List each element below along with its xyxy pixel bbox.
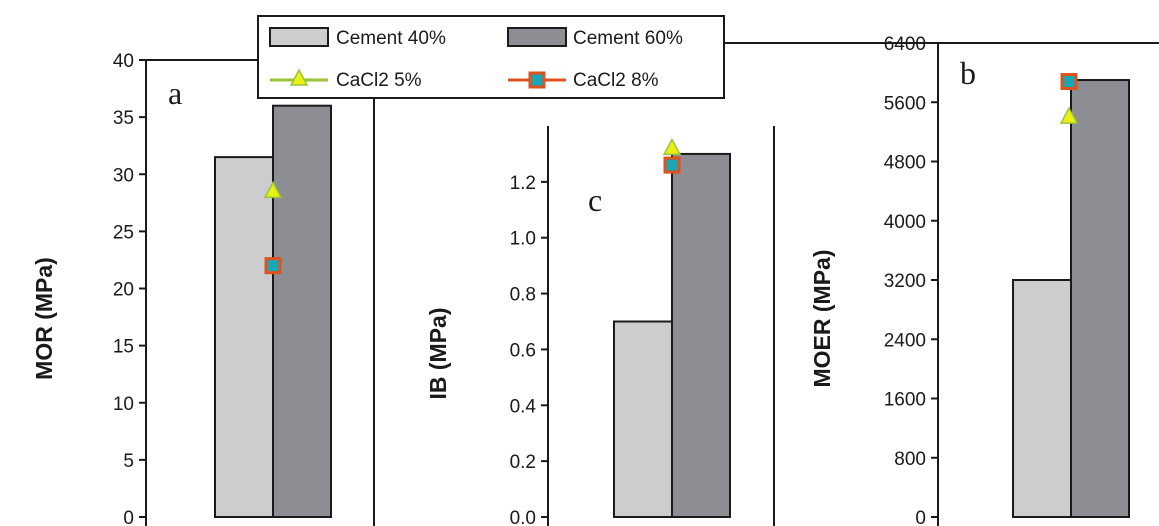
marker-cacl2-8-square [264, 257, 282, 275]
chart-panel-a: 0 5 10 15 20 25 30 35 40 MOR (MPa) a [31, 51, 375, 526]
chart-panel-b: 0 800 1600 2400 3200 4000 4800 5600 6400 MOER (MP… [724, 34, 1159, 526]
y-tick-label: 35 [113, 108, 134, 129]
y-tick-label: 1.2 [510, 173, 536, 194]
y-tick-label: 0.6 [510, 340, 536, 361]
bar-cement-60- [272, 104, 332, 518]
legend-square-icon [528, 71, 546, 89]
y-tick-label: 1.0 [510, 229, 536, 250]
y-tick-label: 0.4 [510, 396, 537, 417]
y-tick-label: 4800 [884, 153, 926, 174]
y-axis-title: MOER (MPa) [809, 250, 835, 388]
legend: Cement 40% Cement 60% CaCl2 5% CaCl2 8% [257, 15, 725, 99]
panel-letter: a [168, 75, 182, 111]
y-tick-label: 5 [123, 451, 134, 472]
y-tick-label: 1600 [884, 390, 926, 411]
bar-cement-60- [671, 152, 731, 519]
bar-cement-40- [214, 156, 274, 519]
y-tick-label: 0.8 [510, 285, 536, 306]
legend-swatch-cement-40 [269, 27, 329, 47]
legend-swatch-cement-60 [507, 27, 567, 47]
marker-cacl2-5-triangle [263, 180, 283, 199]
legend-label-cement-40: Cement 40% [336, 28, 446, 49]
y-tick-label: 5600 [884, 93, 926, 114]
legend-label-cacl2-8: CaCl2 8% [573, 70, 659, 91]
legend-label-cacl2-5: CaCl2 5% [336, 70, 422, 91]
marker-cacl2-5-triangle [662, 137, 682, 156]
bar-cement-40- [1012, 279, 1072, 518]
chart-panel-c: 0.0 0.2 0.4 0.6 0.8 1.0 1.2 IB (MPa) c [425, 126, 775, 526]
bar-cement-40- [613, 320, 673, 518]
marker-cacl2-5-triangle [1059, 106, 1079, 124]
bar-cement-60- [1070, 79, 1130, 518]
y-tick-label: 2400 [884, 330, 926, 351]
y-tick-label: 40 [113, 51, 134, 72]
y-tick-label: 30 [113, 165, 134, 186]
legend-label-cement-60: Cement 60% [573, 28, 683, 49]
y-tick-label: 6400 [884, 34, 926, 55]
marker-cacl2-8-square [663, 156, 681, 174]
y-tick-label: 800 [894, 449, 926, 470]
y-tick-label: 4000 [884, 212, 926, 233]
y-tick-label: 0.0 [510, 508, 536, 526]
panel-letter: b [960, 55, 976, 91]
y-tick-label: 0 [123, 508, 134, 526]
legend-triangle-icon [289, 68, 309, 86]
y-axis-title: MOR (MPa) [31, 257, 57, 380]
y-tick-label: 25 [113, 222, 134, 243]
y-tick-label: 10 [113, 394, 134, 415]
marker-cacl2-8-square [1060, 73, 1078, 91]
y-tick-label: 0.2 [510, 452, 536, 473]
y-tick-label: 20 [113, 280, 134, 301]
y-tick-label: 3200 [884, 271, 926, 292]
panel-letter: c [588, 182, 602, 218]
y-tick-label: 0 [915, 508, 926, 526]
y-axis-title: IB (MPa) [425, 308, 451, 400]
legend-box [257, 15, 725, 99]
y-tick-label: 15 [113, 337, 134, 358]
